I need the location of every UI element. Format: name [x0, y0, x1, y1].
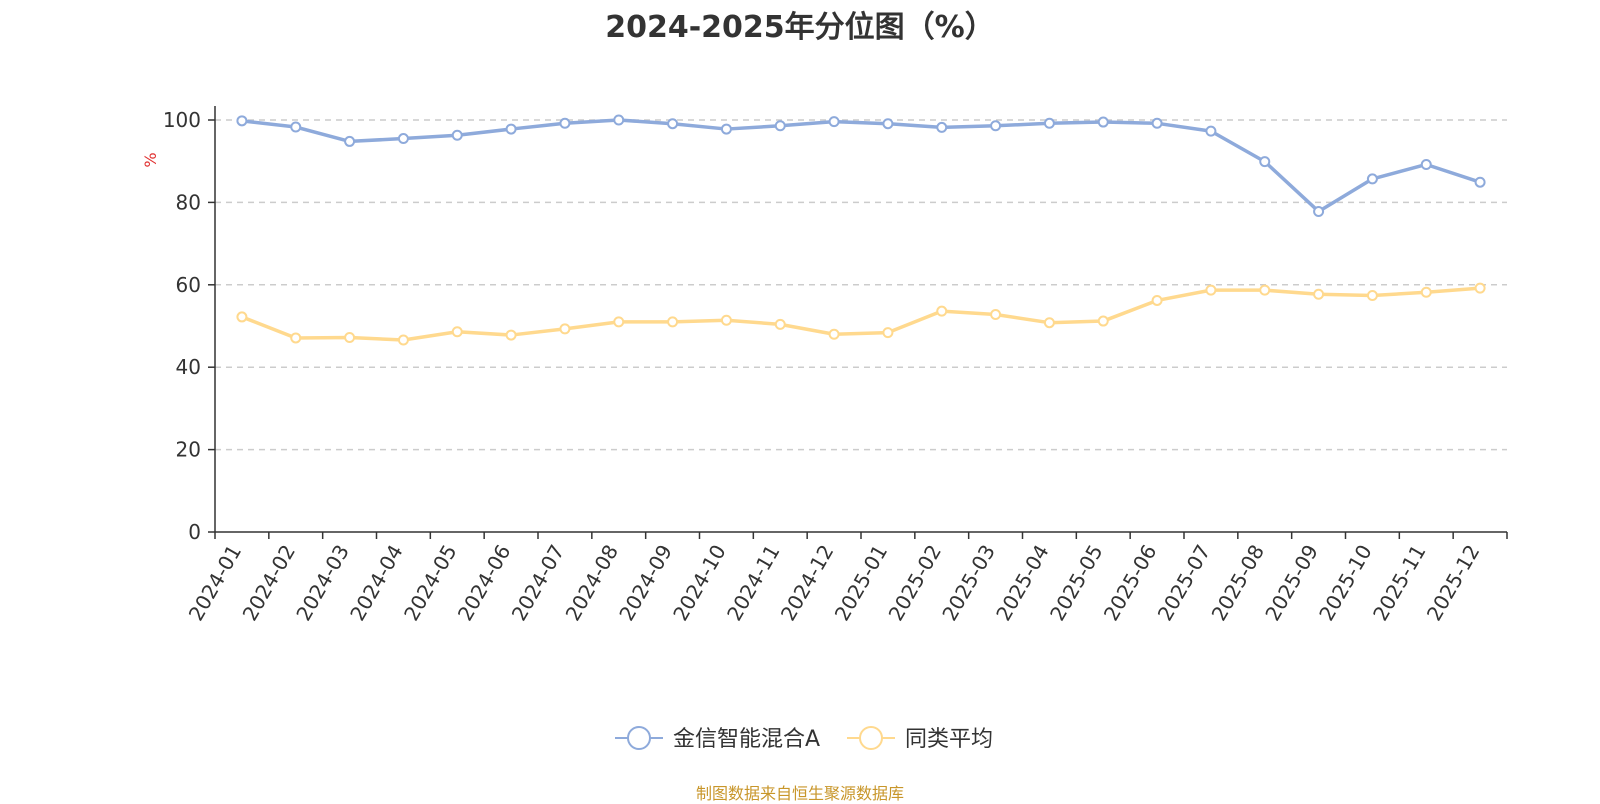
data-point	[828, 328, 840, 340]
data-point	[990, 120, 1002, 132]
series-line-2	[241, 286, 1481, 342]
y-tick-label: 40	[176, 355, 201, 379]
data-point	[613, 114, 625, 126]
y-tick-labels: 0 20 40 60 80 100	[163, 108, 201, 544]
data-point	[344, 332, 356, 344]
y-axis-label: %	[141, 152, 160, 167]
legend-item-2: 同类平均	[847, 726, 993, 752]
data-point	[397, 334, 409, 346]
data-point	[828, 116, 840, 128]
data-point	[1097, 315, 1109, 327]
y-tick-label: 100	[163, 108, 201, 132]
data-point	[559, 323, 571, 335]
y-tick-label: 60	[176, 273, 201, 297]
data-point	[667, 118, 679, 130]
legend: 金信智能混合A 同类平均	[615, 726, 993, 752]
data-source-note: 制图数据来自恒生聚源数据库	[695, 784, 904, 803]
data-point	[720, 314, 732, 326]
data-point	[1151, 117, 1163, 129]
data-point	[1366, 173, 1378, 185]
legend-marker	[627, 726, 651, 750]
data-point	[290, 121, 302, 133]
legend-label: 同类平均	[905, 727, 993, 752]
data-point	[236, 311, 248, 323]
data-point	[882, 327, 894, 339]
data-point	[505, 329, 517, 341]
x-tick-labels: 2024-012024-022024-032024-042024-052024-…	[184, 540, 1485, 624]
chart-title: 2024-2025年分位图（%）	[605, 10, 995, 45]
data-point	[344, 135, 356, 147]
grid-lines	[215, 119, 1507, 451]
data-point	[1151, 294, 1163, 306]
data-point	[1366, 290, 1378, 302]
y-tick-label: 80	[176, 190, 201, 214]
data-point	[720, 123, 732, 135]
series-lines	[236, 114, 1486, 346]
data-point	[1313, 205, 1325, 217]
data-point	[1205, 125, 1217, 137]
data-point	[667, 316, 679, 328]
data-point	[1313, 288, 1325, 300]
legend-marker	[859, 726, 883, 750]
series-line-1	[241, 118, 1481, 214]
x-tick-label: 2025-12	[1422, 541, 1485, 625]
y-tick-label: 0	[188, 520, 201, 544]
data-point	[236, 115, 248, 127]
data-point	[505, 123, 517, 135]
data-point	[1259, 156, 1271, 168]
data-point	[451, 129, 463, 141]
data-point	[397, 133, 409, 145]
data-point	[559, 117, 571, 129]
data-point	[1420, 286, 1432, 298]
data-point	[613, 316, 625, 328]
data-point	[882, 118, 894, 130]
legend-label: 金信智能混合A	[673, 727, 820, 752]
data-point	[774, 120, 786, 132]
data-point	[1474, 176, 1486, 188]
data-point	[290, 332, 302, 344]
data-point	[1043, 317, 1055, 329]
data-point	[451, 326, 463, 338]
data-point	[936, 121, 948, 133]
data-point	[774, 318, 786, 330]
data-point	[1097, 116, 1109, 128]
data-point	[936, 305, 948, 317]
data-point	[1043, 117, 1055, 129]
data-point	[1259, 284, 1271, 296]
data-point	[1205, 284, 1217, 296]
legend-item-1: 金信智能混合A	[615, 726, 820, 752]
axes	[208, 106, 1508, 539]
data-point	[1420, 158, 1432, 170]
data-point	[990, 308, 1002, 320]
y-tick-label: 20	[176, 438, 201, 462]
data-point	[1474, 282, 1486, 294]
